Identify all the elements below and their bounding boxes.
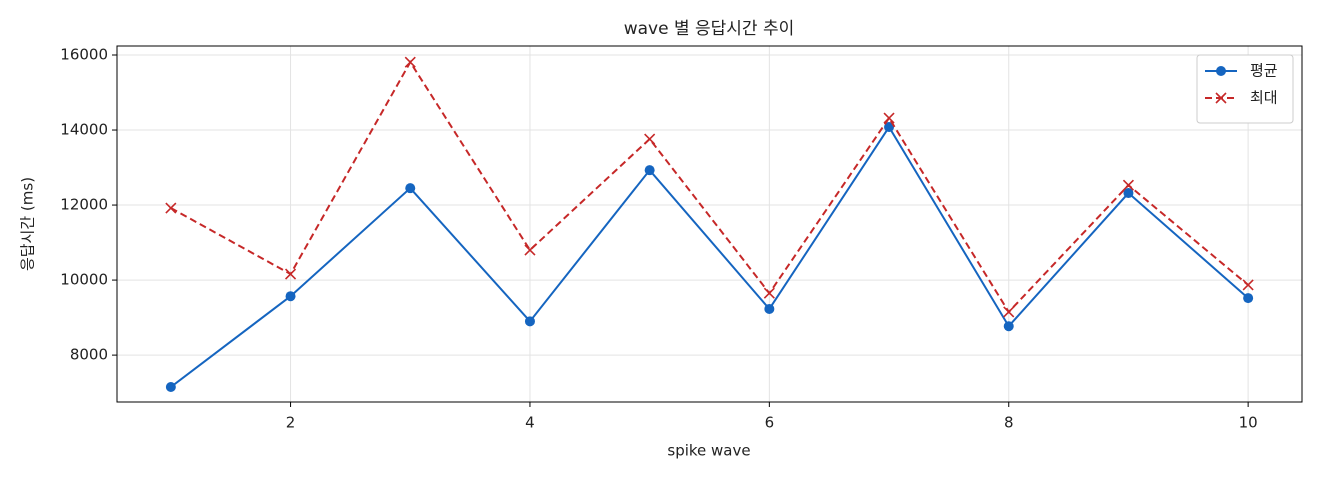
marker [1243, 293, 1254, 304]
marker [1003, 306, 1015, 318]
marker [1242, 279, 1254, 291]
legend-box [1196, 54, 1294, 124]
marker [1123, 188, 1134, 199]
marker [524, 244, 536, 256]
legend-label: 평균 [1250, 62, 1278, 80]
x-tick-label: 8 [1004, 414, 1014, 432]
marker [883, 112, 895, 124]
y-tick-label: 16000 [60, 46, 108, 64]
plot-frame [116, 45, 1303, 403]
legend-label: 최대 [1250, 89, 1278, 107]
marker [405, 183, 416, 194]
x-axis-label: spike wave [667, 442, 750, 460]
marker [1216, 66, 1226, 76]
marker [1122, 179, 1135, 191]
marker [165, 381, 176, 392]
x-tick-label: 6 [765, 414, 775, 432]
y-axis-label: 응답시간 (ms) [19, 177, 37, 271]
marker [165, 202, 177, 214]
series-line [170, 60, 1249, 314]
marker [284, 268, 297, 280]
chart-title: wave 별 응답시간 추이 [624, 19, 795, 39]
x-tick-label: 2 [286, 414, 296, 432]
marker [763, 287, 775, 299]
y-tick-label: 12000 [60, 196, 108, 214]
y-tick-label: 8000 [70, 346, 108, 364]
marker [884, 122, 895, 133]
marker [1215, 92, 1227, 104]
marker [285, 291, 296, 302]
x-tick-label: 4 [525, 414, 535, 432]
marker [524, 316, 535, 327]
y-tick-label: 10000 [60, 271, 108, 289]
marker [644, 133, 656, 145]
marker [644, 165, 655, 176]
series-line [170, 125, 1249, 388]
marker [1003, 321, 1014, 332]
y-tick-label: 14000 [60, 121, 108, 139]
marker [404, 56, 416, 68]
marker [764, 303, 775, 314]
x-tick-label: 10 [1239, 414, 1258, 432]
